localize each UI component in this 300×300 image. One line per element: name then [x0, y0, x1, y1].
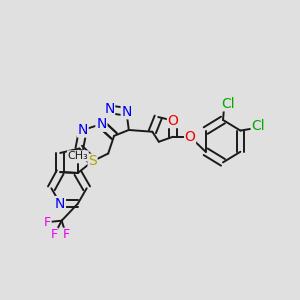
- Text: F: F: [44, 216, 51, 229]
- Text: O: O: [167, 114, 178, 128]
- Text: Cl: Cl: [221, 97, 235, 111]
- Text: N: N: [96, 117, 106, 131]
- Text: N: N: [104, 102, 115, 116]
- Text: N: N: [55, 196, 65, 211]
- Text: CH₃: CH₃: [68, 151, 88, 161]
- Text: N: N: [121, 105, 132, 119]
- Text: O: O: [184, 130, 196, 144]
- Text: Cl: Cl: [251, 119, 265, 134]
- Text: N: N: [96, 117, 106, 131]
- Text: N: N: [78, 123, 88, 137]
- Text: F: F: [51, 228, 58, 241]
- Text: S: S: [88, 154, 97, 168]
- Text: F: F: [62, 228, 70, 241]
